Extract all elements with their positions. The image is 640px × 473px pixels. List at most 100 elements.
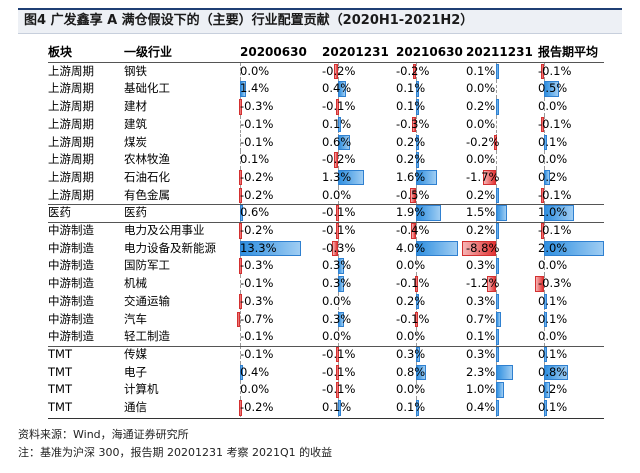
column-header: 板块 <box>48 45 73 59</box>
value-label: 2.0% <box>538 240 568 255</box>
positive-bar <box>416 293 419 310</box>
value-cell: 0.8% <box>534 363 608 382</box>
positive-bar <box>338 311 344 327</box>
value-label: 0.1% <box>240 152 270 167</box>
value-label: 0.2% <box>396 134 426 149</box>
value-label: 0.2% <box>538 382 568 397</box>
negative-bar <box>334 152 338 168</box>
sector-label: TMT <box>48 364 72 379</box>
value-cell: -0.3% <box>534 275 608 293</box>
value-label: 0.0% <box>322 293 352 308</box>
table-row: 中游制造 国防军工 -0.3% 0.3% 0.0% 0.3% 0.0% <box>48 257 608 276</box>
table-row: 上游周期 有色金属 -0.2% 0.0% -0.5% 0.2% -0.1% <box>48 186 608 205</box>
value-cell: 0.1% <box>392 80 458 99</box>
value-label: -0.5% <box>396 187 430 202</box>
positive-bar <box>496 382 504 398</box>
value-cell: 0.1% <box>534 292 608 311</box>
positive-bar <box>544 240 604 257</box>
positive-bar <box>240 81 247 97</box>
industry-label: 电力设备及新能源 <box>124 240 216 255</box>
positive-bar <box>496 346 499 363</box>
negative-bar <box>486 276 496 292</box>
value-label: 0.1% <box>538 134 568 149</box>
value-label: -0.1% <box>322 346 356 361</box>
positive-bar <box>338 258 344 274</box>
value-label: -0.1% <box>240 116 274 131</box>
value-label: -0.2% <box>466 134 500 149</box>
positive-bar <box>416 134 419 150</box>
zero-axis <box>416 381 417 399</box>
positive-bar <box>496 205 508 221</box>
zero-axis <box>240 328 241 346</box>
value-label: -0.3% <box>322 240 356 255</box>
positive-bar <box>544 205 574 221</box>
sector-label: 上游周期 <box>48 81 94 96</box>
value-label: -0.1% <box>396 311 430 326</box>
value-cell: -0.2% <box>318 62 388 81</box>
zero-axis <box>416 222 417 240</box>
value-cell: 0.1% <box>236 151 312 169</box>
zero-axis <box>544 222 545 240</box>
value-cell: 0.1% <box>462 328 530 346</box>
value-cell: -0.2% <box>236 186 312 205</box>
negative-bar <box>462 240 496 257</box>
industry-label: 煤炭 <box>124 134 147 149</box>
value-cell: 0.3% <box>318 310 388 329</box>
value-cell: 0.0% <box>318 292 388 311</box>
zero-axis <box>544 115 545 134</box>
zero-axis <box>240 381 241 399</box>
industry-label: 有色金属 <box>124 187 170 202</box>
negative-bar <box>541 63 544 80</box>
value-label: -0.1% <box>240 134 274 149</box>
column-header: 20200630 <box>240 45 307 59</box>
table-row: 上游周期 钢铁 0.0% -0.2% -0.2% 0.1% -0.1% <box>48 62 608 81</box>
negative-bar <box>334 63 338 80</box>
table-row: TMT 计算机 0.0% -0.1% 0.0% 1.0% 0.2% <box>48 381 608 399</box>
value-cell: -0.1% <box>318 381 388 399</box>
sector-label: 中游制造 <box>48 293 94 308</box>
positive-bar <box>544 364 568 381</box>
negative-bar <box>238 258 242 274</box>
industry-label: 农林牧渔 <box>124 152 170 167</box>
value-label: 1.6% <box>396 169 426 184</box>
value-label: 0.8% <box>396 364 426 379</box>
value-cell: 0.2% <box>392 151 458 169</box>
value-label: 1.3% <box>322 169 352 184</box>
industry-label: 钢铁 <box>124 63 147 78</box>
value-label: -0.3% <box>240 258 274 273</box>
positive-bar <box>496 258 499 274</box>
value-label: 0.2% <box>396 293 426 308</box>
value-cell: 0.1% <box>392 399 458 417</box>
sector-label: 上游周期 <box>48 116 94 131</box>
zero-axis <box>544 186 545 205</box>
value-label: -1.2% <box>466 276 500 291</box>
zero-axis <box>240 345 241 364</box>
positive-bar <box>338 276 344 292</box>
value-label: 0.0% <box>322 187 352 202</box>
value-cell: 0.3% <box>318 275 388 293</box>
negative-bar <box>413 63 417 80</box>
value-cell: 1.4% <box>236 80 312 99</box>
value-cell: -0.1% <box>534 186 608 205</box>
value-cell: 0.3% <box>392 345 458 364</box>
value-label: 0.0% <box>466 81 496 96</box>
value-cell: -0.1% <box>318 345 388 364</box>
value-label: 0.0% <box>466 116 496 131</box>
value-cell: 0.0% <box>534 98 608 116</box>
zero-axis <box>496 80 497 99</box>
sector-label: 中游制造 <box>48 311 94 326</box>
value-cell: 0.1% <box>534 133 608 152</box>
value-cell: -0.2% <box>318 151 388 169</box>
negative-bar <box>239 187 243 204</box>
value-label: 0.4% <box>322 81 352 96</box>
value-label: -0.1% <box>322 205 356 220</box>
value-cell: -0.2% <box>236 168 312 187</box>
value-cell: 0.2% <box>462 186 530 205</box>
value-label: -0.2% <box>396 63 430 78</box>
value-label: -0.1% <box>322 364 356 379</box>
value-label: -0.1% <box>538 116 572 131</box>
value-label: 0.0% <box>466 152 496 167</box>
negative-bar <box>535 276 544 292</box>
value-label: 0.8% <box>538 364 568 379</box>
value-label: 2.3% <box>466 364 496 379</box>
